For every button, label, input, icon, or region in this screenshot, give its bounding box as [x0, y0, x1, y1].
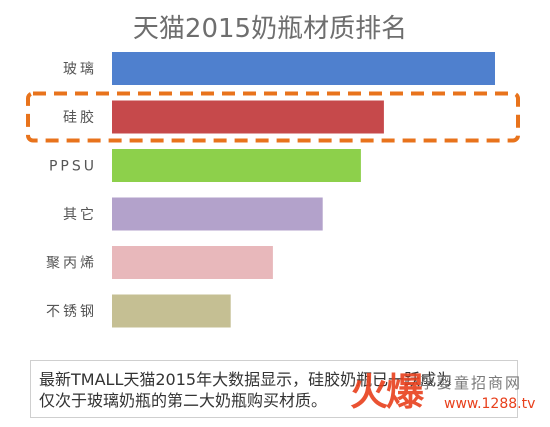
bar-4	[112, 246, 273, 279]
bar-1	[112, 100, 384, 134]
bar-0	[112, 52, 495, 85]
bar-2	[112, 149, 361, 182]
caption-box: 最新TMALL天猫2015年大数据显示，硅胶奶瓶已一跃成为 仅次于玻璃奶瓶的第二…	[30, 360, 518, 418]
chart-title: 天猫2015奶瓶材质排名	[133, 14, 407, 44]
category-label-3: 其它	[63, 206, 97, 223]
category-label-5: 不锈钢	[46, 304, 97, 320]
bar-3	[112, 197, 323, 231]
category-label-4: 聚丙烯	[46, 256, 97, 272]
category-label-2: PPSU	[49, 159, 97, 175]
highlight-box	[26, 91, 520, 143]
category-label-0: 玻璃	[63, 61, 97, 78]
caption-line-2: 仅次于玻璃奶瓶的第二大奶瓶购买材质。	[39, 391, 328, 410]
bar-5	[112, 294, 231, 328]
category-label-1: 硅胶	[63, 109, 97, 126]
caption-line-1: 最新TMALL天猫2015年大数据显示，硅胶奶瓶已一跃成为	[39, 370, 453, 389]
